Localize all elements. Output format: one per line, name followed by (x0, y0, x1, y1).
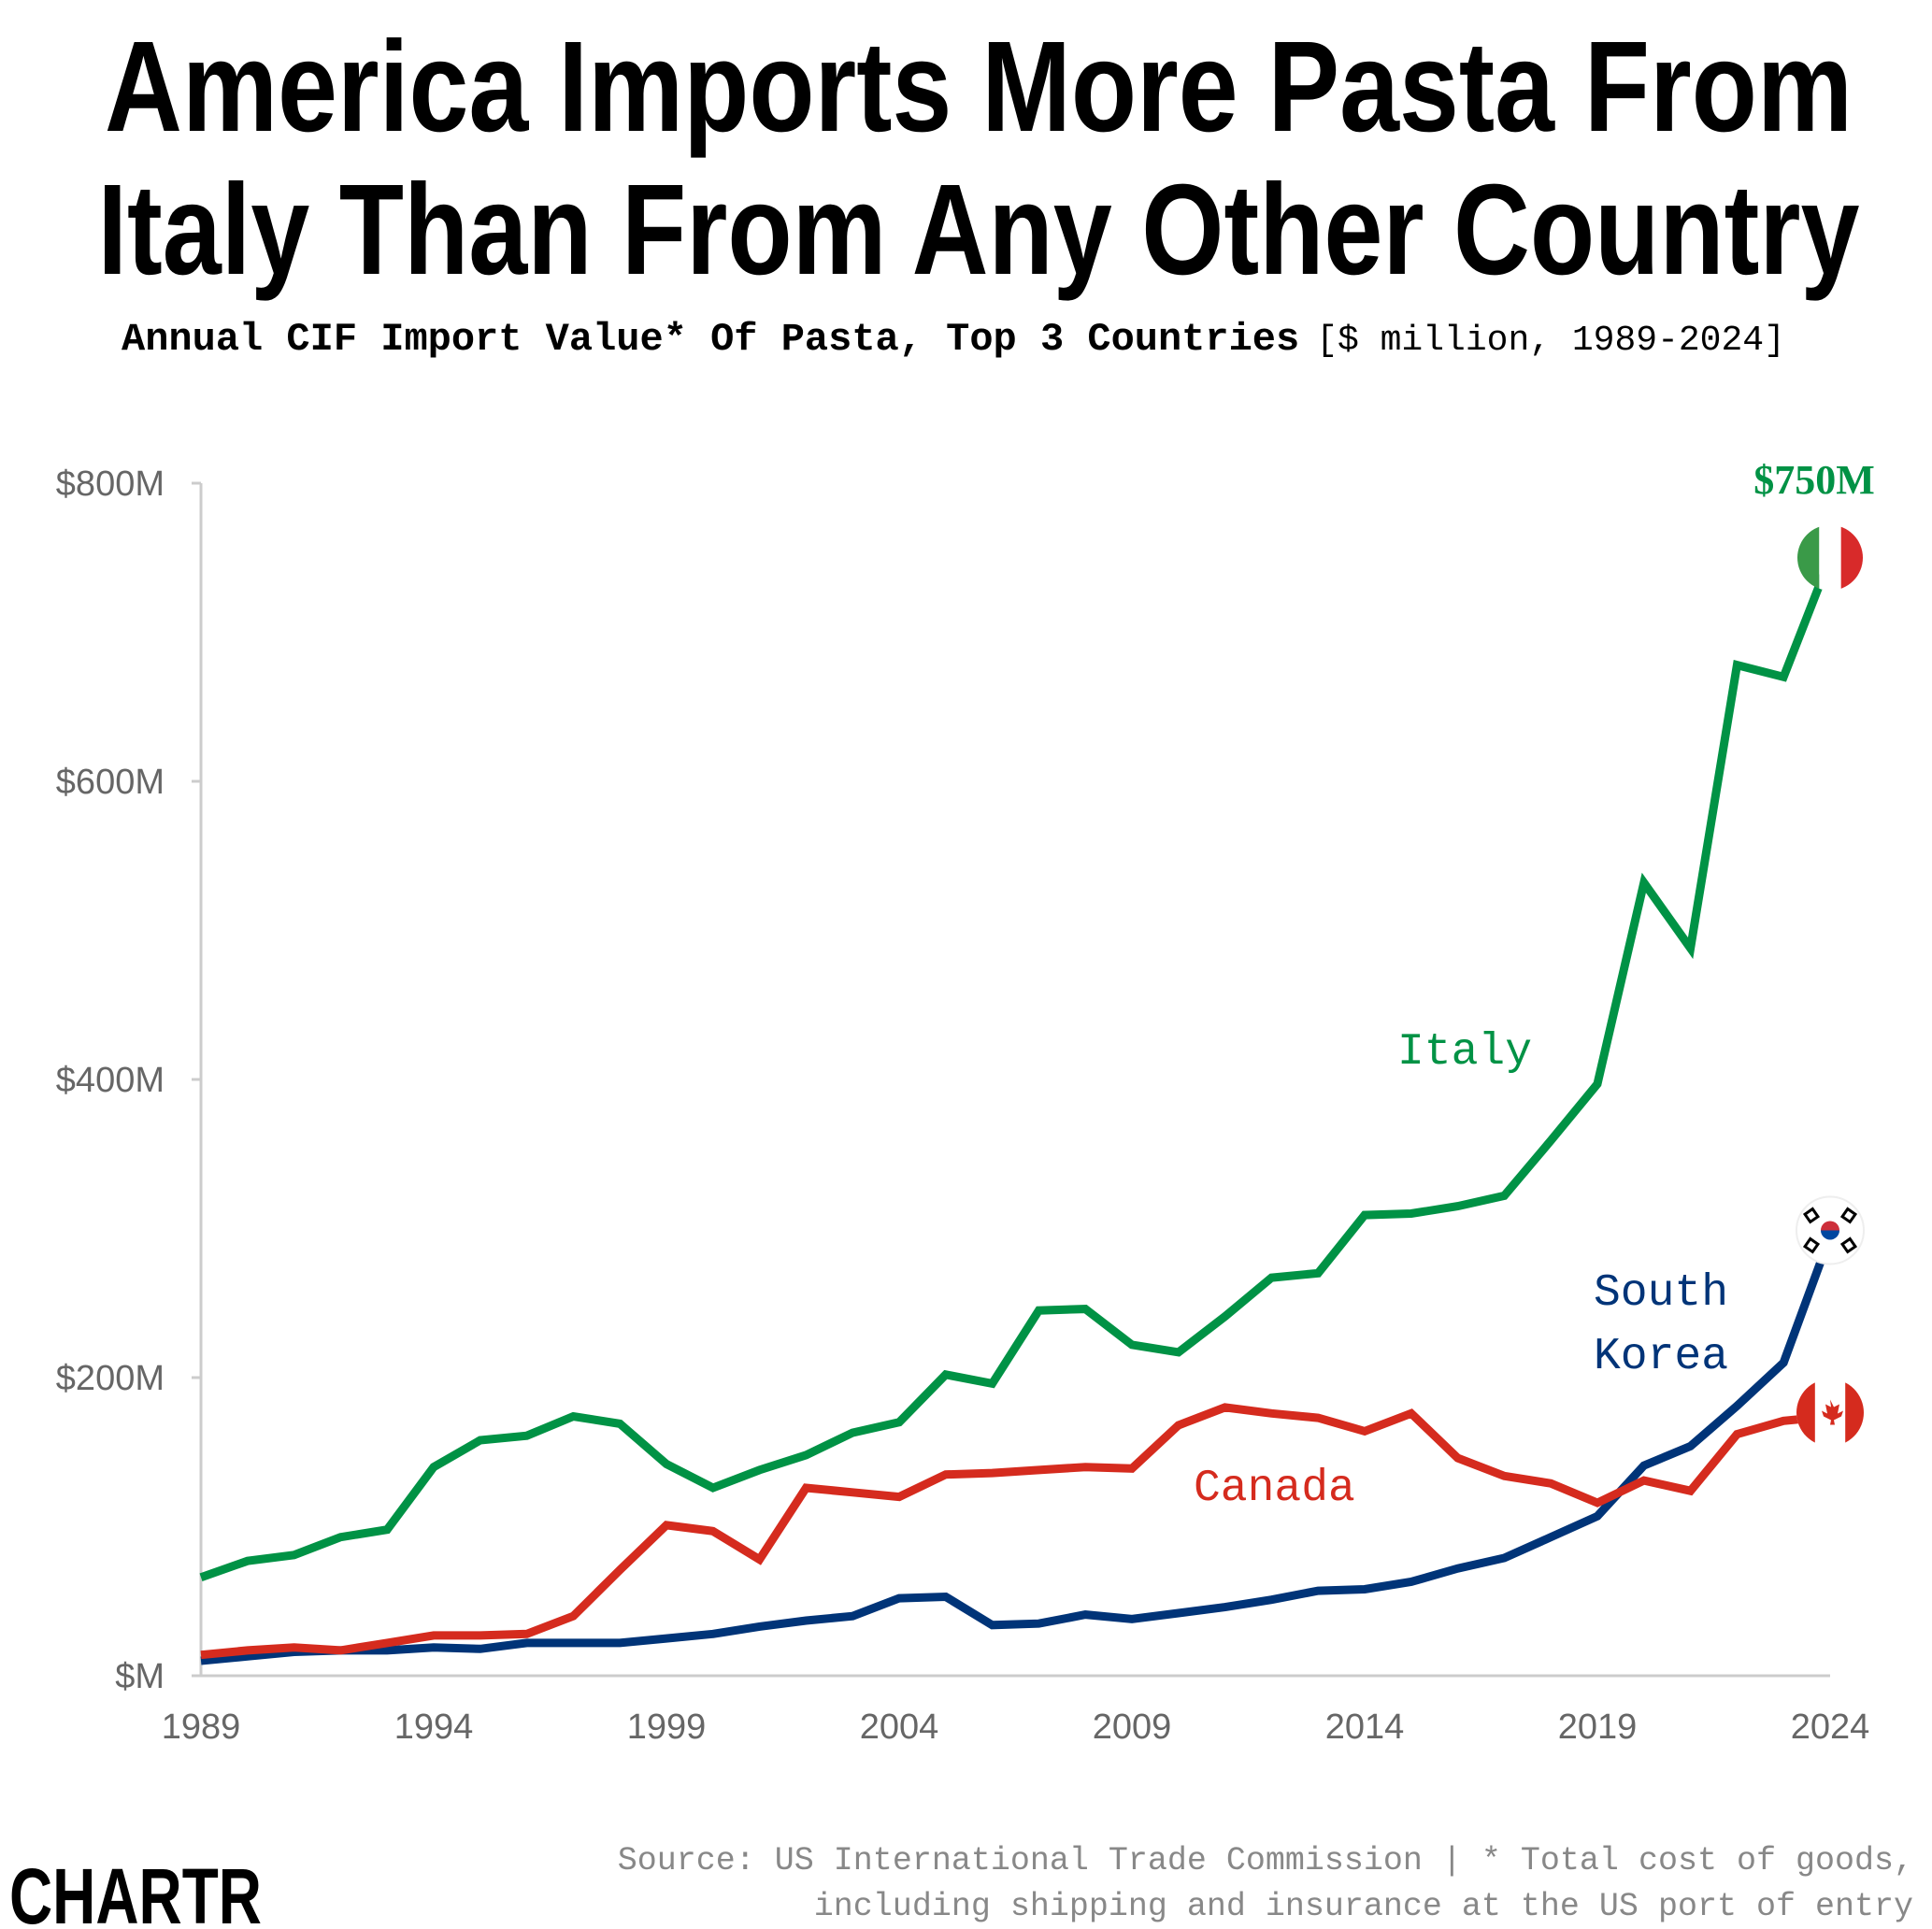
x-tick-label: 2014 (1325, 1708, 1405, 1747)
logo-text: CHARTR (9, 1852, 262, 1929)
title-line-2: Italy Than From Any Other Country (98, 158, 1860, 302)
trigram (1802, 1236, 1821, 1254)
series-label-italy: Italy (1397, 1027, 1532, 1078)
x-tick-label: 2024 (1791, 1708, 1870, 1747)
stripe (1819, 524, 1841, 591)
trigram (1839, 1236, 1858, 1254)
canada-flag-body (1796, 1379, 1864, 1447)
italy-end-value-label: $750M (1753, 457, 1875, 503)
x-tick-label: 1994 (394, 1708, 474, 1747)
x-tick-label: 1999 (627, 1708, 707, 1747)
series-lines (199, 556, 1835, 1665)
series-line-canada (200, 1403, 1831, 1660)
italy-flag-icon (1797, 524, 1863, 591)
series-line-italy (199, 556, 1835, 1581)
y-tick-label: $200M (56, 1359, 165, 1398)
series-label-south-korea-line1: South (1594, 1268, 1728, 1319)
stripe (1840, 524, 1863, 591)
bar-right (1845, 1379, 1864, 1447)
footer-source: Source: US International Trade Commissio… (618, 1842, 1913, 1879)
x-tick-label: 2004 (860, 1708, 939, 1747)
series-labels: Italy Canada South Korea $750M (1194, 457, 1875, 1514)
italy-flag-stripes (1797, 524, 1863, 591)
x-tick-label: 1989 (162, 1708, 241, 1747)
trigram (1839, 1207, 1858, 1224)
series-label-south-korea-line2: Korea (1594, 1332, 1728, 1382)
taeguk-top (1821, 1221, 1839, 1231)
axes: $M $200M $400M $600M $800M 1989 1994 1999 2004 20… (56, 464, 1869, 1747)
y-tick-label: $M (115, 1657, 165, 1696)
y-tick-label: $600M (56, 763, 165, 802)
subtitle: Annual CIF Import Value* Of Pasta, Top 3… (122, 317, 1785, 362)
x-tick-label: 2019 (1558, 1708, 1638, 1747)
x-tick-label: 2009 (1093, 1708, 1172, 1747)
flags (1796, 524, 1865, 1447)
canada-flag-icon (1796, 1379, 1864, 1447)
title-line-1: America Imports More Pasta From (105, 15, 1853, 159)
chartr-logo: CHARTR (9, 1852, 262, 1929)
stripe (1797, 524, 1820, 591)
south-korea-flag-icon (1796, 1195, 1865, 1265)
bar-left (1796, 1379, 1815, 1447)
y-tick-label: $800M (56, 464, 165, 504)
subtitle-main: Annual CIF Import Value* Of Pasta, Top 3… (122, 317, 1299, 362)
series-label-canada: Canada (1194, 1464, 1355, 1514)
taeguk-bottom (1821, 1230, 1839, 1240)
footer-note: including shipping and insurance at the … (814, 1888, 1913, 1925)
series-line-south-korea (200, 1234, 1835, 1665)
subtitle-units: [$ million, 1989-2024] (1316, 321, 1785, 361)
maple-leaf-icon (1822, 1399, 1843, 1425)
trigram (1802, 1207, 1821, 1224)
y-tick-label: $400M (56, 1061, 165, 1100)
